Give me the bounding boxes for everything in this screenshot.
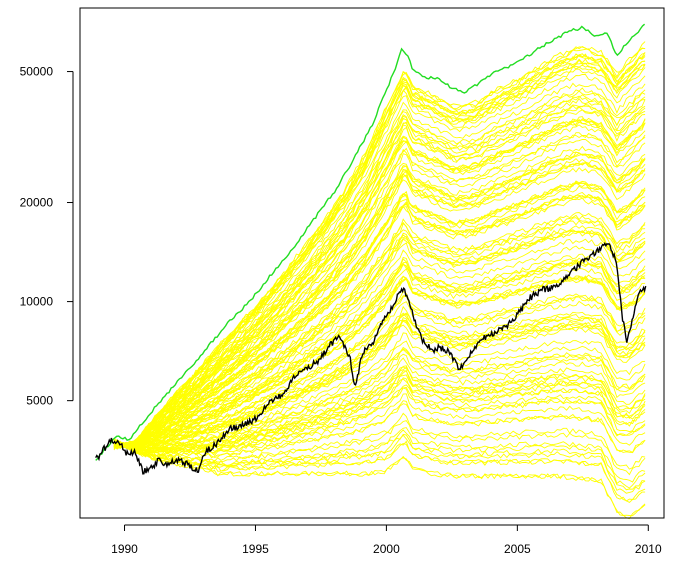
upper-envelope-line <box>95 23 646 461</box>
index-line <box>95 241 647 475</box>
simulation-line <box>113 374 646 454</box>
plot-frame <box>79 7 665 519</box>
y-tick-label: 10000 <box>20 295 54 309</box>
simulation-line <box>113 245 646 448</box>
simulation-line <box>113 48 646 449</box>
simulation-line <box>113 434 646 494</box>
simulation-line <box>113 214 646 449</box>
y-tick-label: 20000 <box>20 196 54 210</box>
simulation-line <box>113 191 646 448</box>
simulation-line <box>113 55 646 451</box>
x-tick-label: 2000 <box>373 542 400 556</box>
y-axis: 5000 10000 20000 50000 <box>20 65 74 408</box>
simulation-line <box>113 220 646 449</box>
simulation-line <box>113 348 646 452</box>
index-series-group <box>95 241 647 475</box>
simulation-line <box>113 276 646 449</box>
simulation-line <box>113 369 646 453</box>
simulation-line <box>113 257 646 448</box>
simulation-line <box>113 138 646 447</box>
simulation-line <box>113 312 646 450</box>
simulation-line <box>113 134 646 446</box>
y-tick-label: 5000 <box>26 394 53 408</box>
x-tick-label: 1990 <box>111 542 138 556</box>
simulation-series-group <box>113 41 646 520</box>
simulation-line <box>113 400 646 458</box>
simulation-line <box>113 366 646 453</box>
simulation-line <box>113 312 646 450</box>
simulation-line <box>113 332 646 451</box>
simulation-line <box>113 353 646 450</box>
simulation-line <box>113 365 646 452</box>
simulation-line <box>113 97 646 449</box>
simulation-line <box>113 238 646 449</box>
simulation-line <box>114 74 646 449</box>
simulation-line <box>113 181 646 449</box>
simulation-line <box>113 212 646 449</box>
simulation-line <box>113 118 646 448</box>
simulation-line <box>113 386 646 455</box>
plot-area <box>95 23 647 520</box>
simulation-line <box>113 370 646 453</box>
simulation-line <box>113 412 646 470</box>
simulation-line <box>113 185 646 448</box>
simulation-line <box>113 300 646 451</box>
simulation-line <box>113 346 646 451</box>
simulation-line <box>113 253 646 448</box>
simulation-line <box>113 161 646 448</box>
x-axis: 1990 1995 2000 2005 2010 <box>111 524 662 556</box>
simulation-line <box>113 116 646 447</box>
simulation-line <box>113 290 646 450</box>
simulation-line <box>113 197 646 448</box>
envelope-series-group <box>95 23 646 461</box>
y-tick-label: 50000 <box>20 65 54 79</box>
simulation-line <box>113 319 646 450</box>
simulation-line <box>113 277 646 450</box>
x-tick-label: 1995 <box>242 542 269 556</box>
simulation-line <box>113 427 646 483</box>
x-tick-label: 2010 <box>635 542 662 556</box>
simulation-line <box>113 324 646 451</box>
x-tick-label: 2005 <box>504 542 531 556</box>
simulation-line <box>113 87 646 448</box>
simulation-line <box>113 106 646 449</box>
simulation-line <box>113 438 646 517</box>
